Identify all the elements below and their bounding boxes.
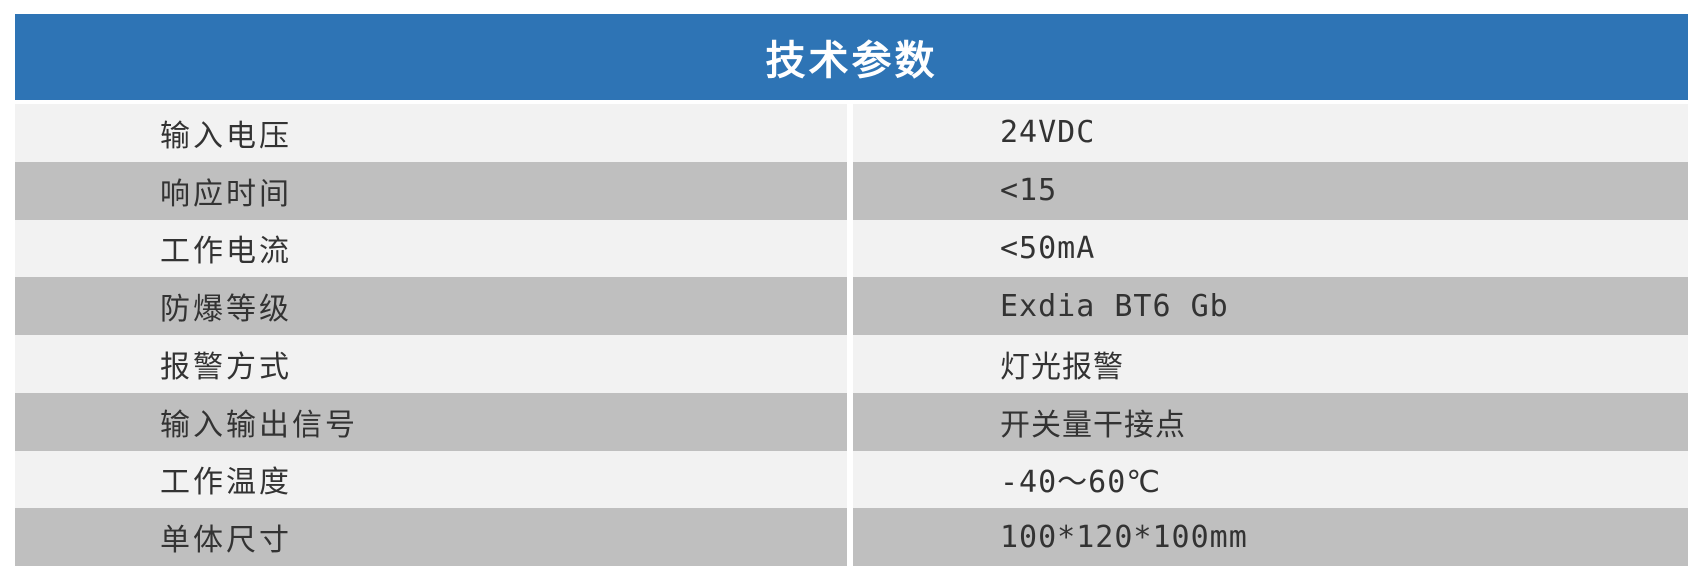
row-value: -40～60℃: [853, 450, 1688, 509]
table-row: 单体尺寸 100*120*100mm: [15, 508, 1688, 566]
row-label: 防爆等级: [15, 277, 847, 335]
table-row: 工作电流 <50mA: [15, 219, 1688, 278]
table-body: 输入电压 24VDC 响应时间 <15 工作电流 <50mA 防爆等级 Exdi…: [15, 104, 1688, 566]
row-value: 24VDC: [853, 104, 1688, 162]
page-title: 技术参数: [765, 38, 938, 84]
row-value: Exdia BT6 Gb: [853, 277, 1688, 335]
table-row: 防爆等级 Exdia BT6 Gb: [15, 277, 1688, 335]
row-label: 工作电流: [15, 219, 847, 278]
row-label: 单体尺寸: [15, 508, 847, 566]
table-row: 响应时间 <15: [15, 161, 1688, 220]
row-label: 输入电压: [15, 104, 847, 162]
spec-table: 技术参数 输入电压 24VDC 响应时间 <15 工作电流 <50mA 防爆等级…: [15, 14, 1688, 566]
row-value: 开关量干接点: [853, 392, 1688, 451]
row-value: 灯光报警: [853, 335, 1688, 393]
table-row: 工作温度 -40～60℃: [15, 450, 1688, 509]
table-row: 输入输出信号 开关量干接点: [15, 392, 1688, 451]
table-row: 输入电压 24VDC: [15, 104, 1688, 162]
row-value: 100*120*100mm: [853, 508, 1688, 566]
table-header-bar: 技术参数: [15, 14, 1688, 100]
row-label: 报警方式: [15, 335, 847, 393]
row-label: 输入输出信号: [15, 392, 847, 451]
row-value: <15: [853, 161, 1688, 220]
row-label: 工作温度: [15, 450, 847, 509]
row-value: <50mA: [853, 219, 1688, 278]
table-row: 报警方式 灯光报警: [15, 335, 1688, 393]
row-label: 响应时间: [15, 161, 847, 220]
